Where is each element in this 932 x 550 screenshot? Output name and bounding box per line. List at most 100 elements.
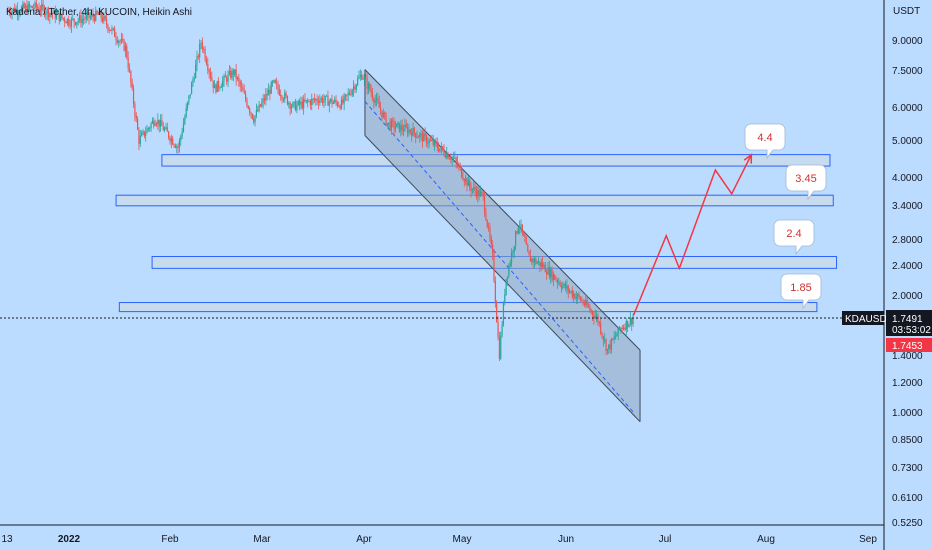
candle-body (70, 18, 73, 27)
candle-body (195, 64, 197, 79)
candle-body (428, 140, 430, 143)
candle-body (519, 226, 521, 228)
candle-body (81, 18, 83, 23)
price-tick-2: 6.0000 (892, 103, 923, 114)
candle-body (475, 190, 478, 197)
previous-price-tag: 1.7453 (886, 338, 932, 352)
candle-body (473, 187, 475, 189)
candle-body (269, 89, 271, 94)
candle-body (326, 95, 328, 97)
bubble-1 (785, 164, 827, 201)
candle-body (509, 262, 511, 266)
candle-body (446, 153, 448, 158)
time-axis[interactable]: 13 2022 Feb Mar Apr May Jun Jul Aug Sep (1, 534, 877, 545)
candle-body (226, 77, 228, 82)
candle-body (486, 220, 488, 227)
candle-body (535, 258, 537, 264)
candle-body (165, 127, 167, 129)
bubble-label-0: 4.4 (757, 132, 772, 144)
candle-body (76, 22, 78, 25)
candle-body (432, 140, 434, 145)
candle-body (169, 137, 171, 142)
candle-body (539, 261, 541, 267)
candle-body (84, 18, 86, 20)
candle-body (412, 127, 414, 137)
candle-body (400, 125, 402, 132)
candle-body (605, 339, 607, 351)
candle-body (203, 48, 205, 50)
candle-body (419, 134, 421, 138)
candle-body (174, 145, 176, 148)
candle-body (353, 86, 355, 91)
candle-body (555, 279, 557, 281)
candle-body (177, 146, 179, 148)
candle-body (227, 74, 229, 82)
candle-body (191, 83, 193, 95)
candle-body (623, 327, 625, 330)
candle-body (531, 258, 533, 262)
price-axis[interactable]: USDT 9.0000 7.5000 6.0000 5.0000 4.0000 3.400… (892, 6, 923, 529)
candle-body (320, 97, 322, 100)
candle-body (363, 76, 365, 80)
candle-body (297, 100, 299, 105)
candle-body (292, 103, 294, 107)
candle-body (357, 78, 359, 85)
candle-body (232, 70, 235, 75)
candle-body (536, 262, 538, 264)
last-price-tag: 1.7491 03:53:02 (886, 310, 932, 336)
candle-body (38, 7, 40, 11)
candle-body (27, 4, 29, 13)
candle-body (436, 142, 438, 148)
candle-body (66, 18, 68, 24)
candle-body (242, 87, 244, 92)
candle-body (594, 316, 596, 319)
candle-body (466, 178, 468, 186)
candle-body (60, 13, 62, 21)
candle-body (196, 55, 198, 65)
projection-path (632, 153, 753, 316)
candle-body (477, 189, 479, 197)
candle-body (51, 13, 54, 15)
candle-body (546, 272, 548, 275)
candle-body (528, 251, 530, 256)
candle-body (319, 99, 321, 104)
candle-body (455, 157, 457, 162)
candle-body (424, 133, 426, 136)
price-tick-13: 0.7300 (892, 463, 923, 474)
candle-body (105, 18, 108, 25)
price-tick-12: 0.8500 (892, 435, 923, 446)
candle-body (548, 267, 550, 278)
candle-body (100, 10, 102, 18)
price-tick-9: 1.4000 (892, 351, 923, 362)
candle-body (303, 99, 305, 109)
candle-body (77, 20, 79, 23)
candle-body (508, 265, 510, 277)
candle-body (330, 98, 332, 102)
candle-body (108, 29, 110, 31)
candle-body (45, 13, 47, 16)
candle-body (15, 8, 17, 13)
candle-body (57, 12, 59, 14)
candle-body (533, 258, 536, 263)
candle-body (461, 167, 463, 178)
candle-body (396, 123, 398, 128)
candle-body (286, 96, 289, 105)
candle-body (262, 98, 264, 103)
candle-body (404, 124, 406, 132)
candle-body (145, 132, 147, 136)
candle-body (440, 146, 442, 149)
candle-body (389, 122, 391, 130)
candle-body (600, 323, 602, 333)
candle-body (578, 294, 580, 297)
candle-body (184, 117, 186, 124)
candle-body (564, 283, 567, 289)
time-tick-8: Aug (757, 534, 775, 545)
candle-body (73, 18, 75, 23)
price-axis-unit: USDT (893, 6, 920, 17)
candle-body (467, 180, 469, 186)
candle-body (470, 187, 472, 192)
candle-body (444, 154, 446, 158)
candle-body (240, 85, 243, 88)
